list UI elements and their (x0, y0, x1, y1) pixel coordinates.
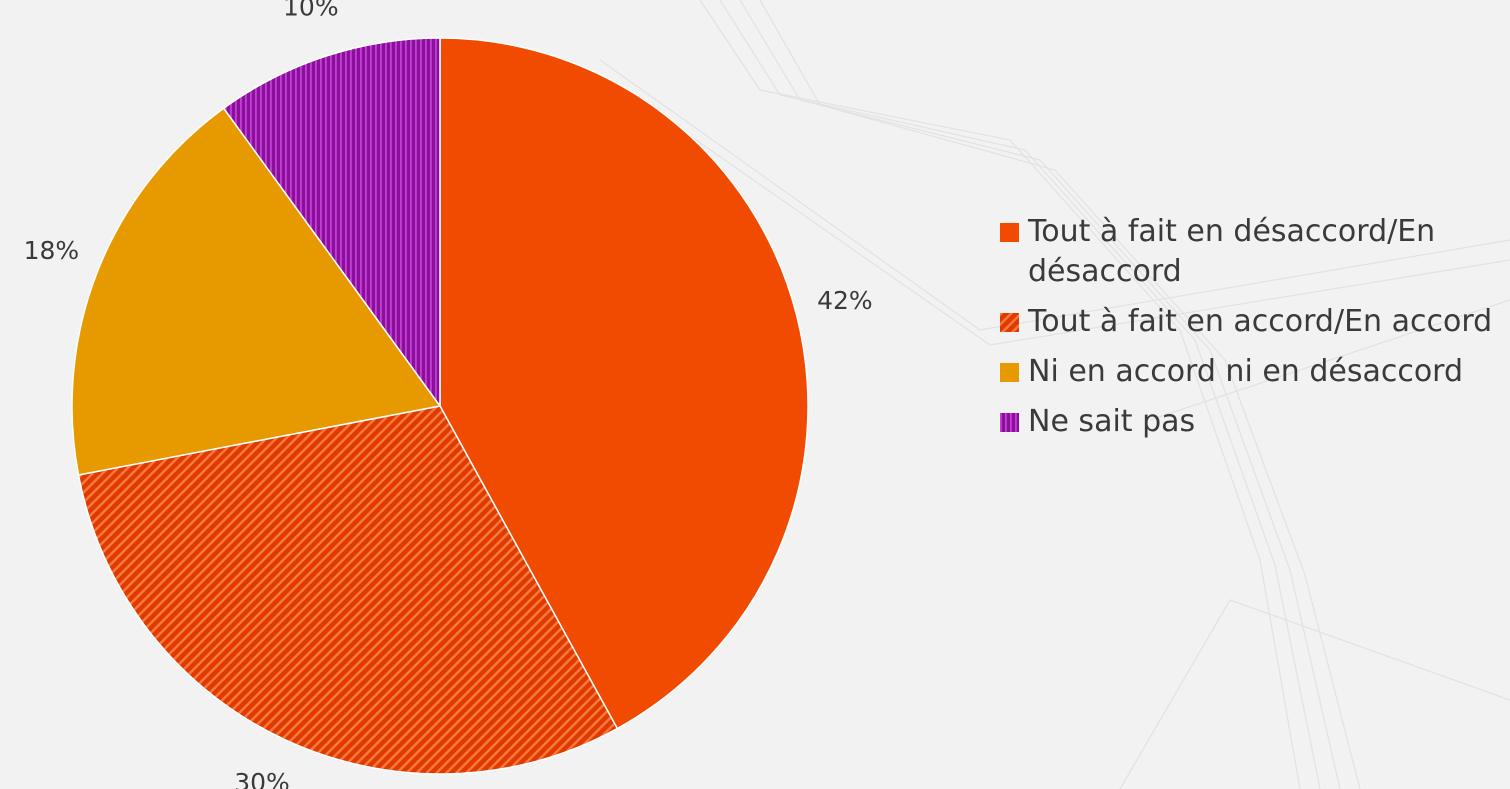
legend-swatch (1000, 223, 1019, 242)
slice-data-label: 42% (817, 286, 873, 315)
legend-label: Ni en accord ni en désaccord (1028, 354, 1464, 389)
legend-item: Tout à fait en accord/En accord (1000, 302, 1500, 342)
legend-swatch (1000, 413, 1019, 432)
legend-item: Ni en accord ni en désaccord (1000, 352, 1500, 392)
pie-slice (439, 37, 809, 730)
slice-data-label: 10% (283, 0, 339, 21)
pie-slice (71, 107, 442, 476)
chart-legend: Tout à fait en désaccord/En désaccord To… (1000, 212, 1500, 452)
pie-slice (77, 405, 619, 775)
legend-label: Tout à fait en désaccord/En désaccord (1028, 214, 1436, 289)
legend-label: Ne sait pas (1028, 404, 1196, 439)
pie-slice (222, 37, 441, 409)
legend-item: Tout à fait en désaccord/En désaccord (1000, 212, 1500, 292)
slice-data-label: 30% (234, 768, 290, 789)
legend-swatch (1000, 363, 1019, 382)
legend-swatch (1000, 313, 1019, 332)
legend-item: Ne sait pas (1000, 402, 1500, 442)
legend-label: Tout à fait en accord/En accord (1028, 304, 1493, 339)
slice-data-label: 18% (24, 236, 80, 265)
